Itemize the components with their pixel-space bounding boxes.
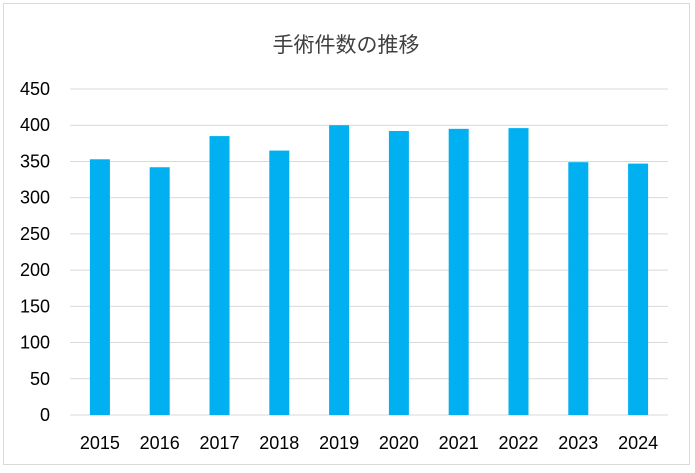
bar-2015 — [89, 159, 110, 415]
y-tick-label: 400 — [20, 115, 50, 135]
x-tick-label: 2020 — [379, 433, 419, 453]
y-tick-label: 350 — [20, 151, 50, 171]
bar-2016 — [149, 167, 170, 415]
x-tick-label: 2016 — [140, 433, 180, 453]
bar-2020 — [388, 131, 409, 416]
y-tick-label: 450 — [20, 79, 50, 99]
y-tick-label: 0 — [40, 405, 50, 425]
bar-2024 — [628, 163, 649, 415]
bars — [89, 125, 649, 416]
x-tick-label: 2022 — [498, 433, 538, 453]
y-tick-label: 300 — [20, 188, 50, 208]
bar-2017 — [209, 136, 230, 416]
x-axis: 2015 2016 2017 2018 2019 2020 2021 2022 2023 2024 — [80, 433, 658, 453]
x-tick-label: 2019 — [319, 433, 359, 453]
y-tick-label: 50 — [30, 369, 50, 389]
y-tick-label: 200 — [20, 260, 50, 280]
bar-2023 — [568, 162, 589, 415]
x-tick-label: 2023 — [558, 433, 598, 453]
x-tick-label: 2017 — [199, 433, 239, 453]
bar-2022 — [508, 128, 529, 415]
x-tick-label: 2024 — [618, 433, 658, 453]
y-tick-label: 100 — [20, 333, 50, 353]
chart-title: 手術件数の推移 — [273, 33, 420, 57]
x-tick-label: 2015 — [80, 433, 120, 453]
y-tick-label: 250 — [20, 224, 50, 244]
bar-2021 — [448, 128, 469, 415]
x-tick-label: 2021 — [439, 433, 479, 453]
x-tick-label: 2018 — [259, 433, 299, 453]
bar-2019 — [329, 125, 350, 415]
y-tick-label: 150 — [20, 296, 50, 316]
bar-2018 — [269, 150, 290, 416]
y-axis: 0 50 100 150 200 250 300 350 400 450 — [20, 79, 50, 425]
